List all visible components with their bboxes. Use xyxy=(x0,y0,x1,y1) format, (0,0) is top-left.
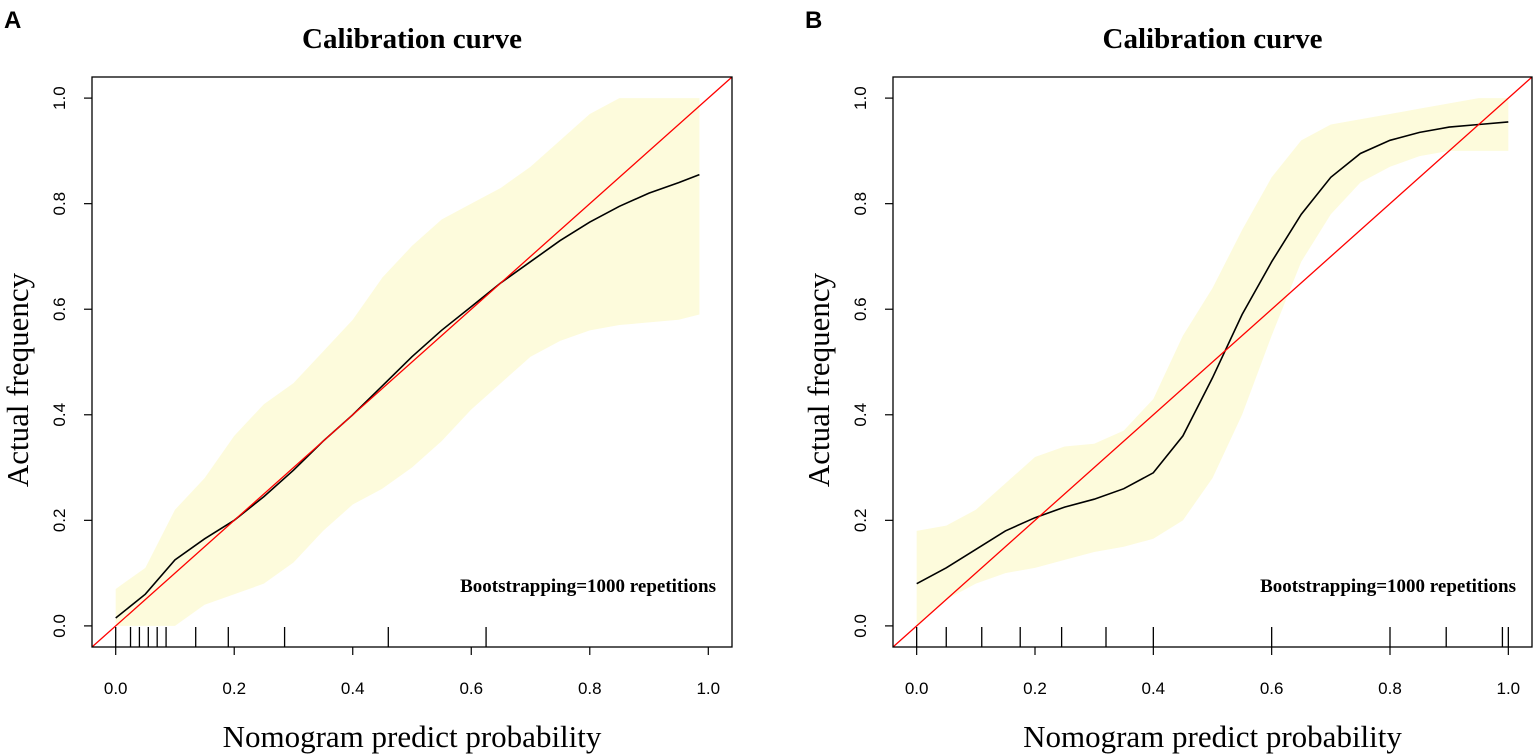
x-tick-label: 0.8 xyxy=(1378,679,1402,698)
panel-a: A Calibration curve Bootstrapping=1000 rep… xyxy=(0,7,733,754)
panel-label: B xyxy=(805,7,822,34)
y-tick-label: 0.8 xyxy=(50,192,69,216)
plot-frame xyxy=(892,76,1533,648)
x-tick-label: 0.2 xyxy=(222,679,246,698)
bootstrap-note: Bootstrapping=1000 repetitions xyxy=(460,576,716,597)
y-tick-label: 1.0 xyxy=(50,86,69,110)
y-tick-label: 0.0 xyxy=(50,614,69,638)
x-tick-label: 0.4 xyxy=(1142,679,1166,698)
x-tick-label: 0.6 xyxy=(1260,679,1284,698)
y-tick-label: 0.6 xyxy=(50,297,69,321)
plot-frame xyxy=(91,76,733,648)
y-tick-label: 0.0 xyxy=(851,614,870,638)
y-tick-label: 1.0 xyxy=(851,86,870,110)
x-tick-label: 0.4 xyxy=(341,679,365,698)
x-axis-label: Nomogram predict probability xyxy=(1023,719,1402,754)
x-tick-label: 0.8 xyxy=(578,679,602,698)
chart-title: Calibration curve xyxy=(1103,23,1323,55)
y-tick-label: 0.2 xyxy=(851,509,870,533)
x-tick-label: 1.0 xyxy=(696,679,720,698)
x-tick-label: 0.0 xyxy=(905,679,929,698)
y-axis-label: Actual frequency xyxy=(801,272,836,487)
y-tick-label: 0.8 xyxy=(851,192,870,216)
panel-b: B Calibration curve Bootstrapping=1000 rep… xyxy=(801,7,1533,754)
calibration-line xyxy=(115,173,700,619)
x-tick-label: 0.2 xyxy=(1023,679,1047,698)
bootstrap-note: Bootstrapping=1000 repetitions xyxy=(1260,576,1516,597)
y-tick-label: 0.2 xyxy=(50,509,69,533)
y-tick-label: 0.4 xyxy=(50,403,69,427)
panel-label: A xyxy=(4,7,21,34)
x-tick-label: 0.6 xyxy=(459,679,483,698)
ideal-line xyxy=(91,76,733,648)
y-axis-label: Actual frequency xyxy=(0,272,35,487)
x-tick-label: 1.0 xyxy=(1497,679,1521,698)
x-axis-label: Nomogram predict probability xyxy=(223,719,602,754)
chart-title: Calibration curve xyxy=(302,23,522,55)
y-tick-label: 0.6 xyxy=(851,297,870,321)
calibration-line xyxy=(916,121,1509,585)
y-tick-label: 0.4 xyxy=(851,403,870,427)
ideal-line xyxy=(892,76,1533,648)
x-tick-label: 0.0 xyxy=(104,679,128,698)
